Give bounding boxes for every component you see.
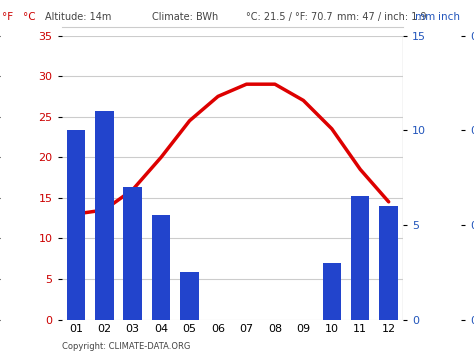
Text: Copyright: CLIMATE-DATA.ORG: Copyright: CLIMATE-DATA.ORG [62,343,190,351]
Text: °C: °C [23,12,36,22]
Bar [123,187,142,320]
Text: °C: 21.5 / °F: 70.7: °C: 21.5 / °F: 70.7 [246,12,333,22]
Bar [66,130,85,320]
Text: mm: 47 / inch: 1.9: mm: 47 / inch: 1.9 [337,12,426,22]
Bar [379,206,398,320]
Bar [95,111,113,320]
Bar [351,196,369,320]
Bar [180,272,199,320]
Text: inch: inch [438,12,460,22]
Text: °F: °F [2,12,13,22]
Text: mm: mm [415,12,435,22]
Bar [152,215,170,320]
Bar [322,263,341,320]
Text: Altitude: 14m: Altitude: 14m [45,12,111,22]
Text: Climate: BWh: Climate: BWh [152,12,218,22]
